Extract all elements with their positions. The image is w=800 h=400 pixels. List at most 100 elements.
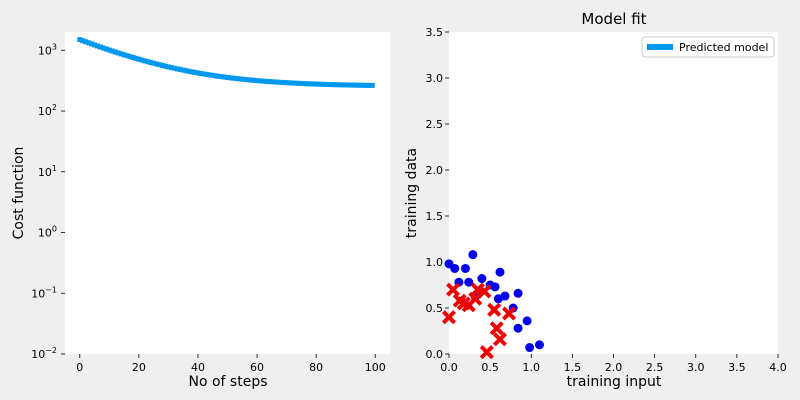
cost-point: [124, 53, 130, 59]
error-marker: [441, 310, 457, 325]
fit-series: [441, 250, 544, 360]
fit-x-tick-label: 0.0: [440, 361, 458, 374]
fit-x-label: training input: [567, 374, 662, 390]
fit-y-label: training data: [404, 148, 420, 238]
cost-ticks: 0 20 40 60 80 100 10−2 10−1 100 101 102 103: [31, 42, 386, 374]
cost-point: [278, 79, 284, 85]
fit-y-tick-label: 0.0: [426, 348, 444, 361]
cost-point: [239, 76, 245, 82]
cost-point: [363, 82, 369, 88]
cost-y-label: Cost function: [11, 147, 27, 240]
cost-point: [97, 44, 103, 50]
observed-point: [525, 343, 535, 353]
cost-point: [298, 80, 304, 86]
cost-point: [83, 39, 89, 45]
cost-point: [369, 82, 375, 88]
observed-point: [468, 250, 478, 260]
cost-point: [195, 70, 201, 76]
observed-point: [500, 291, 510, 301]
cost-point: [189, 69, 195, 75]
cost-y-tick-label: 10−2: [31, 346, 57, 361]
cost-point: [112, 49, 118, 55]
cost-y-tick-label: 100: [38, 225, 57, 240]
cost-point: [183, 68, 189, 74]
cost-point: [295, 80, 301, 86]
cost-x-tick-label: 20: [132, 361, 146, 374]
fit-y-tick-label: 2.5: [426, 118, 444, 131]
cost-point: [269, 79, 275, 85]
cost-point: [352, 82, 358, 88]
cost-point: [233, 76, 239, 82]
error-marker: [477, 284, 492, 299]
cost-point: [340, 82, 346, 88]
error-marker: [502, 306, 517, 321]
error-marker: [487, 302, 502, 317]
fit-x-tick-label: 1.0: [523, 361, 541, 374]
cost-point: [360, 82, 366, 88]
legend-box: [641, 36, 775, 58]
cost-point: [334, 82, 340, 88]
observed-point: [513, 323, 523, 333]
cost-point: [263, 78, 269, 84]
cost-point: [171, 65, 177, 71]
error-marker: [479, 345, 494, 360]
cost-point: [115, 50, 121, 56]
observed-point: [450, 263, 460, 273]
cost-y-tick-label: 102: [38, 103, 57, 118]
cost-point: [192, 69, 198, 75]
cost-x-tick-label: 100: [365, 361, 386, 374]
cost-point: [310, 81, 316, 87]
fit-x-tick-label: 3.5: [728, 361, 746, 374]
legend-label: Predicted model: [679, 41, 768, 54]
cost-point: [343, 82, 349, 88]
fit-x-tick-label: 3.0: [687, 361, 705, 374]
cost-point: [160, 62, 165, 68]
error-marker: [446, 282, 461, 297]
cost-point: [77, 37, 83, 43]
cost-point: [236, 76, 242, 82]
cost-series: [77, 37, 375, 88]
cost-point: [307, 81, 313, 87]
cost-point: [174, 66, 180, 72]
cost-point: [213, 73, 219, 79]
cost-x-label: No of steps: [188, 374, 267, 390]
cost-point: [322, 81, 328, 87]
cost-point: [142, 58, 148, 64]
cost-point: [254, 78, 260, 84]
cost-point: [225, 74, 230, 80]
fit-x-tick-label: 2.0: [605, 361, 623, 374]
cost-point: [337, 82, 343, 88]
cost-point: [257, 78, 263, 84]
legend: Predicted model: [641, 36, 775, 58]
cost-point: [130, 54, 136, 60]
error-marker: [489, 321, 504, 336]
cost-point: [242, 76, 248, 82]
fit-y-tick-label: 2.0: [426, 164, 444, 177]
cost-plot-area: [65, 32, 390, 354]
observed-point: [534, 340, 544, 350]
cost-point: [198, 70, 204, 76]
cost-point: [148, 59, 154, 65]
cost-point: [201, 71, 207, 77]
cost-point: [275, 79, 281, 85]
cost-point: [266, 79, 272, 85]
cost-point: [331, 82, 337, 88]
observed-point: [460, 263, 470, 273]
fit-x-tick-label: 2.5: [646, 361, 664, 374]
observed-point: [513, 288, 523, 298]
cost-point: [355, 82, 360, 88]
cost-point: [319, 81, 325, 87]
cost-point: [162, 63, 168, 69]
fit-x-tick-label: 4.0: [769, 361, 787, 374]
observed-point: [477, 274, 487, 284]
fit-title: Model fit: [581, 10, 646, 28]
observed-point: [522, 316, 532, 326]
cost-point: [216, 73, 222, 79]
cost-point: [227, 75, 233, 81]
cost-point: [328, 82, 334, 88]
cost-point: [292, 80, 298, 86]
cost-point: [260, 78, 266, 84]
fit-y-tick-label: 1.0: [426, 256, 444, 269]
cost-point: [95, 43, 100, 49]
cost-point: [349, 82, 355, 88]
